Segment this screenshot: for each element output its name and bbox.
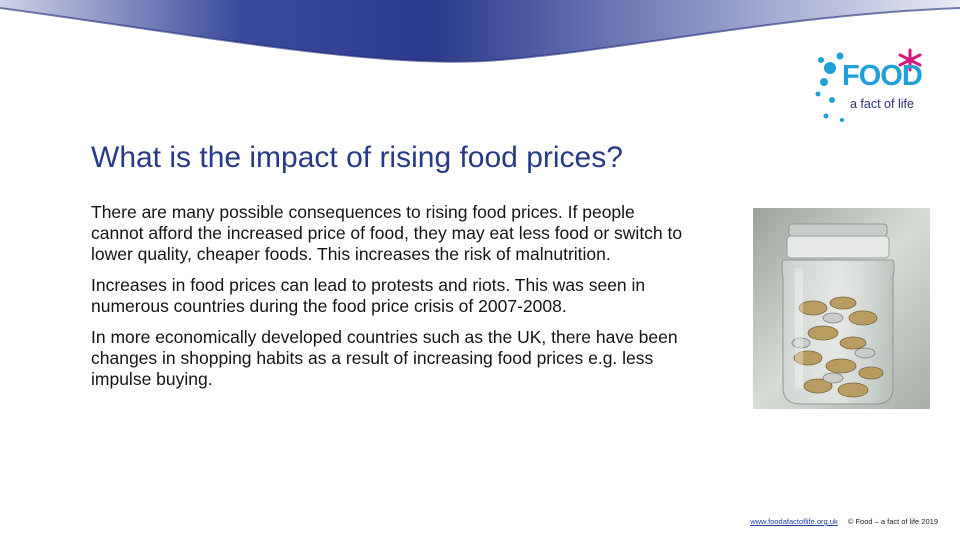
body-paragraph: There are many possible consequences to … xyxy=(91,202,683,264)
logo-tagline: a fact of life xyxy=(850,97,914,111)
website-link[interactable]: www.foodafactoflife.org.uk xyxy=(750,517,838,526)
slide-footer: www.foodafactoflife.org.uk © Food – a fa… xyxy=(750,517,938,526)
logo-word: FOOD xyxy=(842,60,923,92)
copyright-text: © Food – a fact of life 2019 xyxy=(847,517,938,526)
food-a-fact-of-life-logo: FOOD a fact of life xyxy=(812,42,932,132)
logo-splash-icon xyxy=(815,48,922,122)
coin-jar-photo xyxy=(753,208,930,409)
slide-title: What is the impact of rising food prices… xyxy=(91,141,623,175)
header-swoosh-decoration xyxy=(0,0,960,63)
body-paragraph: Increases in food prices can lead to pro… xyxy=(91,275,646,316)
body-paragraph: In more economically developed countries… xyxy=(91,327,678,389)
slide-body: There are many possible consequences to … xyxy=(91,202,691,400)
